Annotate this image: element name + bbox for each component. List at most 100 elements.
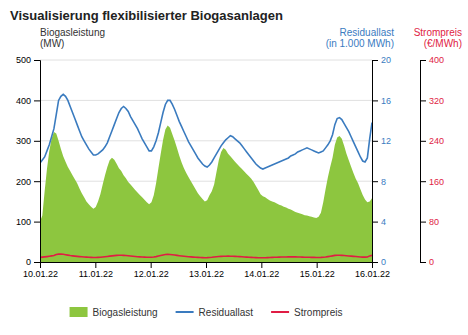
tick-mark	[34, 181, 40, 182]
area	[40, 125, 372, 262]
legend-swatch	[70, 307, 88, 317]
tick-label: 4	[381, 217, 386, 227]
tick-mark	[420, 262, 426, 263]
plot-area	[40, 94, 372, 262]
tick-mark	[34, 141, 40, 142]
tick: 500	[16, 55, 40, 65]
x-axis: 10.01.22 11.01.22 12.01.22 13.01.22 14.01.22…	[23, 262, 390, 279]
tick-label: 15.01.22	[300, 269, 335, 279]
tick: 300	[16, 136, 40, 146]
legend: Biogasleistung Residuallast Strompreis	[70, 307, 343, 318]
axis-title: Strompreis	[414, 27, 462, 38]
grid-line	[40, 60, 372, 61]
tick: 15.01.22	[300, 262, 335, 279]
tick-mark	[420, 141, 426, 142]
legend-swatch	[271, 311, 289, 313]
axis-title: (in 1.000 MWh)	[326, 38, 394, 49]
tick: 100	[16, 217, 40, 227]
tick-mark	[206, 262, 207, 268]
tick-label: 12	[381, 136, 391, 146]
line	[40, 254, 372, 258]
title: Visualisierung flexibilisierter Biogasan…	[10, 8, 283, 23]
tick: 16	[372, 96, 391, 106]
tick-mark	[372, 100, 378, 101]
legend-label: Strompreis	[294, 307, 342, 318]
tick-mark	[34, 60, 40, 61]
axis-title: Biogasleistung	[40, 27, 105, 38]
tick: 11.01.22	[79, 262, 113, 279]
tick: 4	[372, 217, 386, 227]
tick-label: 320	[429, 96, 444, 106]
tick-mark	[420, 222, 426, 223]
tick: 400	[420, 55, 444, 65]
tick-label: 100	[16, 217, 31, 227]
tick-mark	[372, 181, 378, 182]
tick-mark	[420, 100, 426, 101]
tick: 12	[372, 136, 391, 146]
legend-item: Biogasleistung	[70, 307, 158, 318]
tick-label: 12.01.22	[134, 269, 169, 279]
axis-domain	[41, 263, 373, 269]
tick-mark	[95, 262, 96, 268]
tick-label: 240	[429, 136, 444, 146]
axis-domain	[34, 61, 41, 263]
tick-mark	[34, 100, 40, 101]
axis-domain	[373, 61, 379, 263]
legend-item: Strompreis	[271, 307, 342, 318]
tick-mark	[261, 262, 262, 268]
legend-label: Biogasleistung	[93, 307, 158, 318]
axis-title: (MW)	[40, 38, 64, 49]
tick: 160	[420, 177, 444, 187]
tick: 240	[420, 136, 444, 146]
tick: 320	[420, 96, 444, 106]
tick-mark	[420, 60, 426, 61]
tick: 80	[420, 217, 439, 227]
grid-line	[40, 140, 372, 141]
tick-label: 13.01.22	[189, 269, 224, 279]
axis-title: Residuallast	[340, 27, 395, 38]
y3-axis: 0 80 160 240 320 400	[420, 55, 444, 267]
tick-mark	[317, 262, 318, 268]
tick-label: 8	[381, 177, 386, 187]
tick: 200	[16, 177, 40, 187]
tick-label: 500	[16, 55, 31, 65]
legend-label: Residuallast	[199, 307, 254, 318]
tick-label: 0	[381, 257, 386, 267]
tick-mark	[34, 222, 40, 223]
tick-label: 10.01.22	[23, 269, 58, 279]
tick-mark	[34, 262, 40, 263]
tick: 12.01.22	[134, 262, 169, 279]
tick-label: 400	[429, 55, 444, 65]
grid-line	[40, 100, 372, 101]
tick-mark	[372, 222, 378, 223]
chart: Visualisierung flexibilisierter Biogasan…	[0, 0, 468, 335]
tick: 0	[26, 257, 40, 267]
tick-label: 14.01.22	[244, 269, 279, 279]
tick-label: 20	[381, 55, 391, 65]
tick: 0	[420, 257, 434, 267]
tick-label: 16	[381, 96, 391, 106]
y-axis: 0 100 200 300 400 500	[16, 55, 41, 267]
tick: 8	[372, 177, 386, 187]
tick-label: 400	[16, 96, 31, 106]
tick-mark	[420, 181, 426, 182]
tick-label: 0	[429, 257, 434, 267]
grid	[40, 60, 372, 262]
tick-label: 160	[429, 177, 444, 187]
tick-mark	[151, 262, 152, 268]
y2-axis: 0 4 8 12 16 20	[372, 55, 391, 267]
tick: 0	[372, 257, 386, 267]
tick: 20	[372, 55, 391, 65]
tick: 13.01.22	[189, 262, 224, 279]
tick-label: 11.01.22	[79, 269, 113, 279]
tick-mark	[372, 141, 378, 142]
tick-label: 16.01.22	[355, 269, 390, 279]
tick: 400	[16, 96, 40, 106]
axis-domain	[421, 61, 427, 263]
legend-item: Residuallast	[176, 307, 254, 318]
tick: 14.01.22	[244, 262, 279, 279]
tick-mark	[372, 262, 378, 263]
grid-line	[40, 181, 372, 182]
axis-title: (€/MWh)	[424, 38, 462, 49]
tick-label: 200	[16, 177, 31, 187]
